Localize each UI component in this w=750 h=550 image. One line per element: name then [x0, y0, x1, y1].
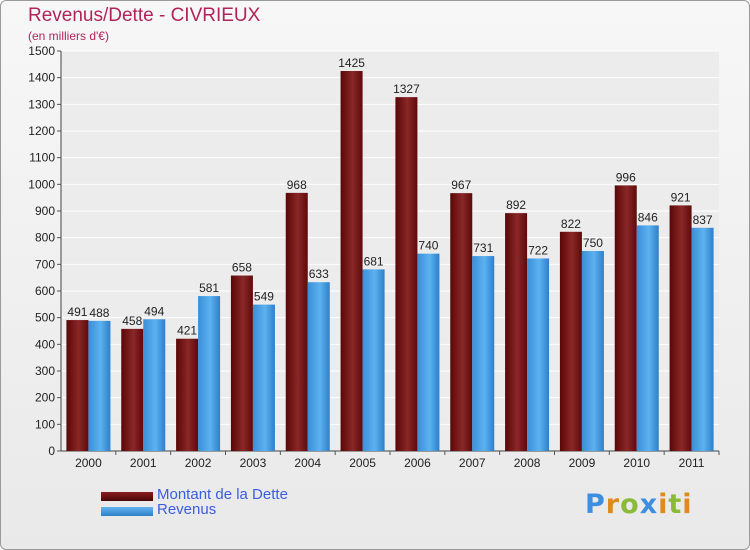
- bar-dette: [450, 193, 473, 451]
- y-tick-label: 1500: [28, 44, 55, 58]
- y-tick-label: 200: [35, 391, 55, 405]
- data-label-dette: 822: [561, 217, 581, 231]
- logo-letter: i: [682, 489, 693, 520]
- bar-dette: [121, 328, 144, 451]
- x-tick-label: 2001: [130, 456, 157, 470]
- bar-dette: [505, 213, 528, 451]
- data-label-revenus: 837: [693, 213, 713, 227]
- bar-revenus: [691, 227, 714, 451]
- bar-dette: [669, 205, 692, 451]
- data-label-revenus: 846: [638, 210, 658, 224]
- data-label-dette: 996: [616, 170, 636, 184]
- logo-letter: x: [639, 489, 659, 520]
- x-tick-label: 2011: [679, 456, 705, 470]
- data-label-revenus: 494: [144, 304, 164, 318]
- bar-dette: [285, 192, 308, 451]
- data-label-dette: 968: [287, 178, 307, 192]
- data-label-revenus: 722: [528, 243, 548, 257]
- x-tick-label: 2010: [623, 456, 650, 470]
- legend-label-revenus: Revenus: [157, 501, 217, 518]
- data-label-revenus: 681: [364, 254, 384, 268]
- x-tick-label: 2007: [459, 456, 486, 470]
- y-tick-label: 1400: [28, 71, 55, 85]
- x-tick-label: 2003: [240, 456, 267, 470]
- logo-letter: r: [605, 489, 621, 520]
- y-tick-label: 300: [35, 364, 55, 378]
- bar-revenus: [307, 282, 330, 451]
- y-tick-label: 100: [35, 417, 55, 431]
- data-label-revenus: 549: [254, 290, 274, 304]
- data-label-dette: 458: [122, 314, 142, 328]
- bar-revenus: [636, 225, 659, 451]
- x-tick-label: 2000: [75, 456, 102, 470]
- bar-dette: [340, 71, 363, 451]
- chart-title: Revenus/Dette - CIVRIEUX: [28, 5, 261, 26]
- bar-dette: [395, 97, 418, 451]
- data-label-dette: 892: [506, 198, 526, 212]
- y-tick-label: 1100: [29, 151, 55, 165]
- logo-letter: i: [658, 489, 669, 520]
- x-tick-label: 2005: [349, 456, 376, 470]
- legend-label-dette: Montant de la Dette: [157, 486, 288, 503]
- bar-revenus: [252, 304, 275, 451]
- y-tick-label: 1000: [28, 177, 55, 191]
- proxiti-logo: Proxiti: [585, 489, 693, 520]
- bar-dette: [614, 185, 637, 451]
- bar-dette: [230, 275, 253, 451]
- bar-dette: [559, 231, 582, 451]
- bar-revenus: [88, 320, 111, 451]
- y-tick-label: 400: [35, 337, 55, 351]
- bar-revenus: [198, 296, 221, 451]
- x-tick-label: 2009: [569, 456, 596, 470]
- y-tick-label: 1200: [28, 124, 55, 138]
- x-tick-label: 2002: [185, 456, 212, 470]
- data-label-dette: 658: [232, 261, 252, 275]
- data-label-revenus: 740: [418, 239, 438, 253]
- y-tick-label: 500: [35, 311, 55, 325]
- x-tick-label: 2006: [404, 456, 431, 470]
- data-label-revenus: 731: [473, 241, 493, 255]
- x-tick-label: 2008: [514, 456, 541, 470]
- bar-revenus: [527, 258, 550, 451]
- bar-revenus: [581, 251, 604, 451]
- y-tick-label: 900: [35, 204, 55, 218]
- y-tick-label: 0: [48, 444, 55, 458]
- bar-dette: [176, 338, 199, 451]
- logo-letter: o: [620, 489, 640, 520]
- data-label-dette: 921: [671, 190, 691, 204]
- bar-dette: [66, 320, 89, 451]
- bar-revenus: [143, 319, 166, 451]
- y-tick-label: 800: [35, 231, 55, 245]
- bar-revenus: [362, 269, 385, 451]
- logo-letter: P: [585, 489, 606, 520]
- data-label-revenus: 750: [583, 236, 603, 250]
- legend-swatch-dette: [101, 492, 153, 501]
- legend-swatch-revenus: [101, 507, 153, 516]
- chart-subtitle: (en milliers d'€): [28, 29, 109, 43]
- data-label-dette: 421: [177, 324, 197, 338]
- logo-letter: t: [668, 489, 683, 520]
- bar-revenus: [417, 253, 440, 451]
- bar-revenus: [472, 256, 495, 451]
- plot-area: [61, 51, 719, 451]
- data-label-dette: 967: [451, 178, 471, 192]
- data-label-revenus: 488: [89, 306, 109, 320]
- data-label-dette: 1425: [338, 56, 365, 70]
- data-label-revenus: 581: [199, 281, 219, 295]
- x-tick-label: 2004: [294, 456, 321, 470]
- data-label-revenus: 633: [309, 267, 329, 281]
- data-label-dette: 491: [67, 305, 87, 319]
- y-tick-label: 1300: [28, 97, 55, 111]
- y-tick-label: 700: [35, 257, 55, 271]
- y-tick-label: 600: [35, 284, 55, 298]
- data-label-dette: 1327: [393, 82, 420, 96]
